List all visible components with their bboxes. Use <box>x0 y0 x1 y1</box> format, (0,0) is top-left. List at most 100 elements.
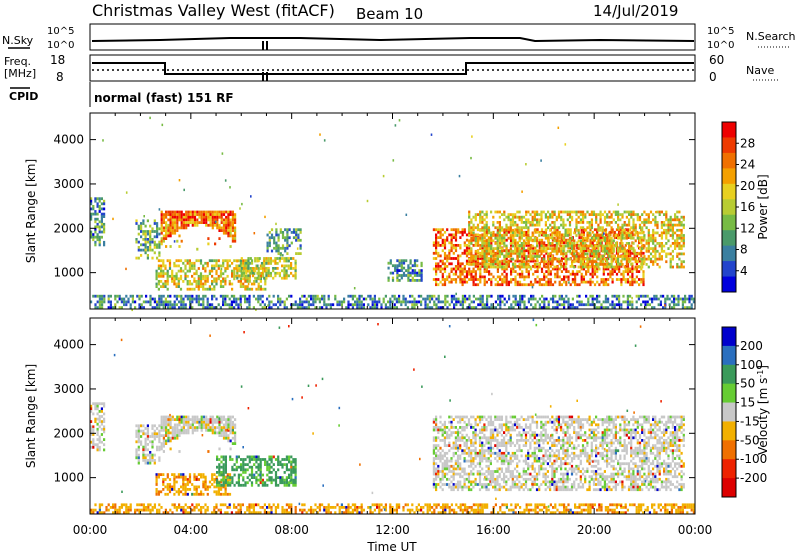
data-cell <box>473 260 475 263</box>
data-cell <box>227 493 229 496</box>
data-cell <box>494 242 496 245</box>
data-cell <box>225 224 227 227</box>
data-cell <box>138 227 140 230</box>
data-cell <box>213 486 215 489</box>
data-cell <box>464 265 466 268</box>
data-speck <box>215 221 217 223</box>
data-cell <box>227 221 229 224</box>
data-cell <box>552 295 554 298</box>
data-cell <box>591 263 593 266</box>
data-cell <box>308 301 310 304</box>
data-cell <box>424 301 426 304</box>
data-cell <box>196 219 198 222</box>
data-cell <box>446 236 448 239</box>
data-cell <box>435 265 437 268</box>
data-cell <box>147 257 149 260</box>
data-cell <box>380 303 382 306</box>
data-cell <box>613 266 615 269</box>
data-cell <box>484 226 486 229</box>
data-cell <box>621 255 623 258</box>
data-cell <box>236 272 238 275</box>
data-cell <box>319 301 321 304</box>
data-cell <box>477 303 479 306</box>
data-cell <box>521 218 523 221</box>
data-cell <box>165 216 167 219</box>
data-cell <box>205 481 207 484</box>
data-cell <box>488 257 490 260</box>
data-cell <box>473 226 475 229</box>
data-cell <box>202 481 204 484</box>
data-cell <box>198 280 200 283</box>
data-cell <box>665 232 667 235</box>
data-cell <box>218 458 220 461</box>
data-cell <box>394 303 396 306</box>
data-cell <box>156 478 158 481</box>
data-cell <box>644 295 646 298</box>
data-cell <box>180 303 182 306</box>
data-cell <box>652 242 654 245</box>
data-cell <box>457 257 459 260</box>
data-cell <box>665 218 667 221</box>
data-cell <box>207 426 209 429</box>
data-cell <box>600 221 602 224</box>
data-cell <box>440 268 442 271</box>
data-cell <box>505 253 507 256</box>
data-cell <box>247 463 249 466</box>
data-cell <box>189 265 191 268</box>
data-cell <box>251 481 253 484</box>
data-cell <box>165 421 167 424</box>
data-cell <box>512 224 514 227</box>
data-cell <box>453 278 455 281</box>
data-cell <box>156 488 158 491</box>
data-cell <box>643 237 645 240</box>
data-cell <box>641 258 643 261</box>
data-cell <box>221 219 223 222</box>
data-cell <box>255 471 257 474</box>
data-cell <box>418 279 420 282</box>
data-cell <box>306 301 308 304</box>
data-cell <box>303 301 305 304</box>
data-cell <box>488 263 490 266</box>
data-cell <box>140 235 142 238</box>
data-cell <box>210 421 212 424</box>
data-cell <box>468 239 470 242</box>
data-cell <box>167 418 169 421</box>
data-cell <box>176 275 178 278</box>
data-cell <box>565 253 567 256</box>
data-cell <box>516 226 518 229</box>
data-cell <box>142 219 144 222</box>
data-cell <box>619 255 621 258</box>
data-cell <box>525 266 527 269</box>
data-cell <box>232 216 234 219</box>
data-cell <box>249 474 251 477</box>
data-cell <box>486 301 488 304</box>
data-cell <box>448 257 450 260</box>
data-cell <box>538 218 540 221</box>
data-cell <box>665 224 667 227</box>
data-cell <box>396 269 398 272</box>
data-cell <box>235 298 237 301</box>
data-cell <box>223 474 225 477</box>
data-cell <box>473 301 475 304</box>
data-cell <box>673 298 675 301</box>
colorbar-tick-label: 28 <box>740 136 755 150</box>
data-cell <box>572 273 574 276</box>
data-cell <box>501 234 503 237</box>
data-cell <box>594 273 596 276</box>
data-cell <box>247 260 249 263</box>
data-cell <box>440 265 442 268</box>
data-cell <box>420 301 422 304</box>
data-cell <box>213 295 215 298</box>
data-cell <box>230 232 232 235</box>
data-cell <box>573 242 575 245</box>
data-cell <box>654 253 656 256</box>
data-speck <box>617 203 619 205</box>
data-cell <box>253 280 255 283</box>
data-cell <box>549 253 551 256</box>
data-cell <box>407 267 409 270</box>
data-cell <box>279 298 281 301</box>
data-cell <box>176 285 178 288</box>
data-cell <box>231 468 233 471</box>
data-cell <box>503 276 505 279</box>
